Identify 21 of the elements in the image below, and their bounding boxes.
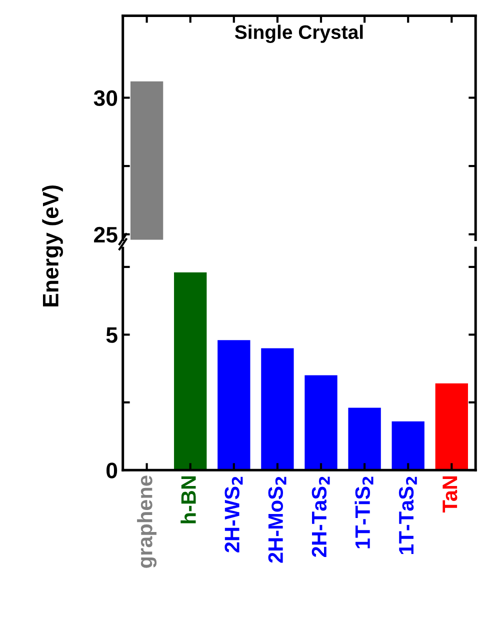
y-tick-label: 0	[106, 462, 118, 478]
bar	[392, 421, 424, 470]
x-tick-label: 2H-TaS$_{2}$	[312, 476, 330, 557]
bar	[218, 340, 250, 470]
bar	[304, 375, 338, 470]
chart-title: Single Crystal	[234, 24, 363, 43]
y-tick-label: 5	[106, 327, 118, 343]
x-tick-label: 2H-MoS$_{2}$	[268, 476, 286, 563]
y-tick-label: 30	[94, 90, 118, 106]
bar	[348, 408, 381, 470]
y-axis-title: Energy (eV)	[42, 185, 63, 306]
bar	[174, 272, 207, 470]
x-tick-label: 2H-WS$_{2}$	[224, 476, 243, 552]
bar	[261, 348, 294, 470]
y-tick-label: 25	[94, 226, 118, 243]
x-tick-label: 1T-TaS$_{2}$	[398, 476, 417, 554]
x-tick-label: graphene	[137, 476, 157, 568]
x-tick-label: 1T-TiS$_{2}$	[354, 476, 374, 548]
bar	[435, 383, 468, 470]
x-tick-label: h-BN	[180, 476, 196, 524]
x-tick-label: TaN	[442, 476, 458, 513]
